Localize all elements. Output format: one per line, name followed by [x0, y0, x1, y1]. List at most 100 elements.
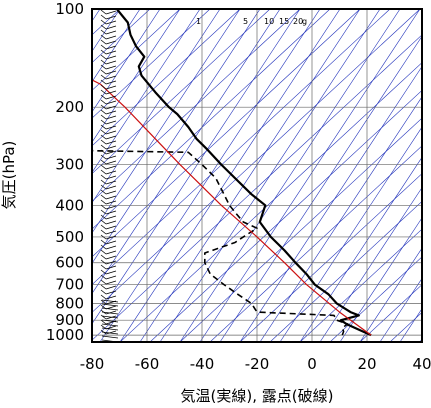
wind-barb [100, 219, 117, 225]
x-tick-label: -80 [80, 355, 105, 373]
isotherm-line [239, 65, 422, 342]
wind-barb [100, 289, 117, 295]
adiabat-line [92, 9, 361, 258]
wind-barb [100, 109, 117, 115]
guide-lines [92, 9, 422, 342]
wind-barb [101, 311, 119, 315]
wind-barb [100, 249, 117, 255]
isotherm-line [92, 9, 221, 204]
wind-barb [100, 9, 117, 15]
wind-barb [100, 174, 117, 180]
wind-barb [100, 159, 117, 165]
isotherm-line [139, 9, 361, 342]
adiabat-line [92, 9, 391, 286]
wind-barb [100, 129, 117, 135]
isotherm-line [92, 9, 141, 83]
wind-barb [100, 24, 117, 30]
x-axis-title: 気温(実線), 露点(破線) [181, 387, 334, 405]
temperature-profile [115, 9, 372, 337]
adiabat-line [92, 9, 211, 119]
wind-barb [100, 49, 117, 55]
wind-barb [100, 34, 117, 40]
wind-barb [100, 119, 117, 125]
wind-barb [100, 234, 117, 240]
isotherm-line [92, 9, 241, 234]
wind-barb [100, 19, 117, 25]
adiabat-line [92, 9, 331, 230]
wind-barb [100, 179, 117, 185]
isotherm-line [319, 187, 422, 342]
wind-barb [100, 14, 117, 20]
wind-barb [100, 279, 117, 285]
wind-barb [100, 29, 117, 35]
wind-barb [100, 54, 117, 60]
isotherm-line [92, 9, 161, 113]
plot-frame [91, 8, 423, 343]
adiabat-line [179, 117, 422, 342]
wind-barb [100, 79, 117, 85]
wind-barb [101, 299, 119, 303]
wind-barb [100, 204, 117, 210]
wind-barb [100, 284, 117, 290]
wind-barb [100, 64, 117, 70]
adiabat-line [92, 34, 422, 341]
wind-barb [100, 124, 117, 130]
wind-barb [101, 323, 119, 327]
x-tick-label: 40 [412, 355, 431, 373]
wind-barb [100, 154, 117, 160]
wind-barb [100, 229, 117, 235]
wind-barb [100, 214, 117, 220]
y-tick-label: 300 [55, 156, 84, 174]
isotherm-line [199, 9, 421, 342]
wind-barb [100, 189, 117, 195]
wind-barb [100, 89, 117, 95]
mixing-ratio-label: 15 [279, 17, 289, 26]
wind-barb [100, 94, 117, 100]
wind-barb [100, 139, 117, 145]
adiabat-line [92, 9, 241, 147]
wind-barb [100, 99, 117, 105]
wind-barb [100, 169, 117, 175]
dewpoint-profile [92, 149, 349, 336]
y-axis-title: 気圧(hPa) [0, 141, 18, 210]
mixing-ratio-label: 5 [243, 17, 248, 26]
adiabat-line [92, 9, 421, 313]
y-tick-label: 700 [55, 276, 84, 294]
adiabat-line [329, 256, 422, 342]
wind-barb [100, 209, 117, 215]
wind-barb [101, 307, 119, 311]
adiabat-line [92, 9, 181, 91]
wind-barbs [100, 9, 119, 343]
isotherm-line [92, 9, 201, 174]
adiabat-line [299, 228, 422, 342]
wind-barb [101, 319, 119, 323]
wind-barb [100, 104, 117, 110]
wind-barb [100, 199, 117, 205]
wind-barb [100, 134, 117, 140]
isotherm-line [339, 217, 422, 342]
y-tick-label: 900 [55, 311, 84, 329]
wind-barb [100, 44, 117, 50]
wind-barb [100, 269, 117, 275]
wind-barb [101, 331, 119, 335]
wind-barb [100, 84, 117, 90]
wind-barb [100, 294, 117, 300]
adiabat-line [239, 173, 422, 342]
mixing-ratio-label: 1 [196, 17, 201, 26]
wind-barb [100, 74, 117, 80]
y-tick-label: 800 [55, 294, 84, 312]
wind-barb [100, 264, 117, 270]
wind-barb [100, 239, 117, 245]
isotherm-line [92, 9, 181, 143]
wind-barb [101, 335, 119, 339]
adiabat-line [119, 62, 422, 342]
wind-barb [100, 164, 117, 170]
x-tick-label: 0 [307, 355, 317, 373]
adiabat-line [149, 89, 422, 342]
x-tick-label: -40 [190, 355, 215, 373]
isotherm-line [379, 277, 422, 342]
y-tick-label: 400 [55, 196, 84, 214]
wind-barb [100, 184, 117, 190]
y-tick-label: 100 [55, 0, 84, 18]
